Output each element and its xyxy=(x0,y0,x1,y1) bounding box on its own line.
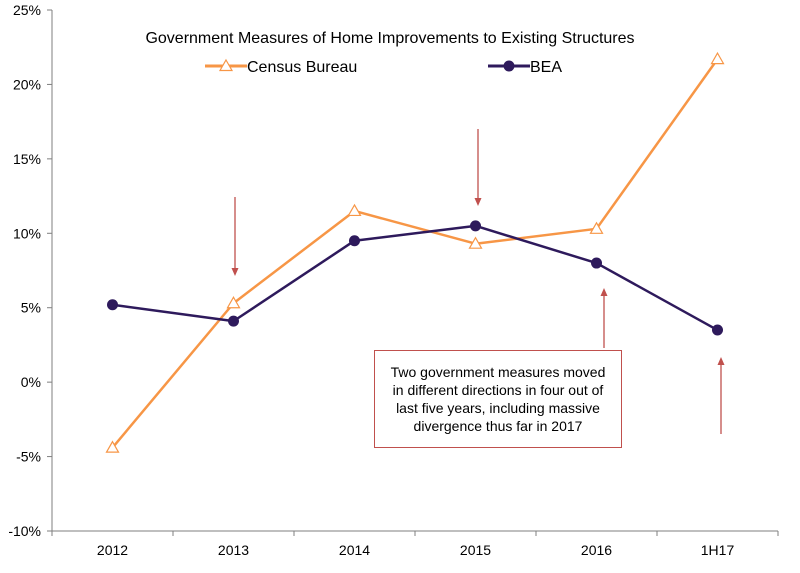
series-line-bea xyxy=(112,224,719,332)
data-point-census xyxy=(347,203,362,217)
y-tick-label: 20% xyxy=(13,76,41,92)
x-tick-label: 2014 xyxy=(339,542,370,558)
chart-title: Government Measures of Home Improvements… xyxy=(145,30,634,47)
data-point-bea xyxy=(349,235,360,247)
data-point-census xyxy=(226,296,241,309)
data-point-census xyxy=(468,236,483,249)
y-tick-label: -10% xyxy=(8,523,41,539)
legend-bea-label: BEA xyxy=(530,59,562,76)
series-line-census xyxy=(111,58,719,449)
annotation-arrowhead xyxy=(600,288,608,296)
data-point-census xyxy=(589,221,604,234)
x-axis: 2012 2013 2014 2015 2016 1H17 xyxy=(51,530,779,558)
data-point-bea xyxy=(107,299,118,311)
x-tick-label: 2015 xyxy=(460,542,491,558)
data-point-bea xyxy=(712,324,723,336)
annotation-arrows xyxy=(231,129,725,434)
x-tick-label: 2012 xyxy=(97,542,128,558)
data-point-bea xyxy=(470,220,481,232)
x-tick-label: 2013 xyxy=(218,542,249,558)
x-tick-label: 1H17 xyxy=(701,542,735,558)
y-tick-label: -5% xyxy=(16,449,41,465)
y-tick-label: 15% xyxy=(13,151,41,167)
y-tick-label: 0% xyxy=(21,374,41,390)
legend: Census Bureau BEA xyxy=(205,58,562,76)
legend-census-marker xyxy=(218,58,234,72)
x-tick-label: 2016 xyxy=(581,542,612,558)
legend-item-census: Census Bureau xyxy=(205,58,357,76)
data-point-bea xyxy=(591,257,602,269)
data-point-census xyxy=(710,51,725,65)
y-tick-label: 25% xyxy=(13,2,41,18)
legend-census-label: Census Bureau xyxy=(247,59,357,76)
y-axis: -10% -5% 0% 5% 10% 15% 20% 25% xyxy=(8,2,53,539)
y-tick-label: 10% xyxy=(13,225,41,241)
y-tick-label: 5% xyxy=(21,300,41,316)
annotation-callout: Two government measures moved in differe… xyxy=(374,350,622,448)
legend-item-bea: BEA xyxy=(488,59,562,76)
annotation-arrowhead xyxy=(474,198,482,206)
data-point-census xyxy=(105,440,120,453)
annotation-arrowhead xyxy=(717,357,725,365)
data-point-bea xyxy=(228,315,239,327)
annotation-arrowhead xyxy=(231,268,239,276)
legend-bea-marker xyxy=(503,60,515,72)
series-layer xyxy=(105,51,725,453)
